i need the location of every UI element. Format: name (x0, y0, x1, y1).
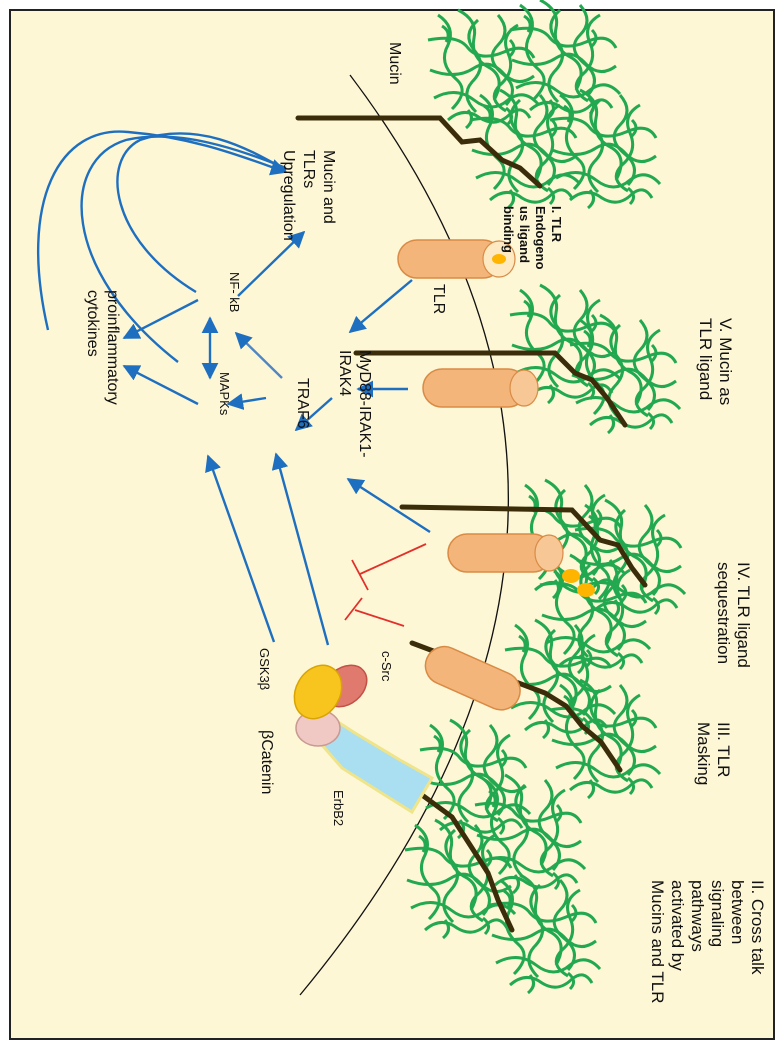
tlr-receptor-2 (422, 368, 539, 408)
gsk3b-label: GSK3β (257, 648, 272, 690)
arrow-cytokines-feedback (36, 130, 288, 331)
svg-text:TLRs: TLRs (300, 150, 317, 188)
activation-arrows (36, 130, 431, 646)
svg-text:IRAK4: IRAK4 (336, 350, 353, 396)
svg-text:II. Cross talk: II. Cross talk (748, 880, 767, 975)
gsk3b-catenin-complex (293, 664, 368, 747)
svg-text:Masking: Masking (694, 722, 713, 785)
mechanism-3-label: III. TLR Masking (694, 722, 733, 785)
arrow-nfkb-to-upregulation (237, 230, 306, 297)
arrow-nfkb-feedback (116, 132, 287, 294)
svg-text:binding: binding (501, 206, 516, 253)
gsk3b-node (293, 664, 343, 720)
mucin-backbone-3 (399, 504, 648, 588)
myd88-label: MyD88-IRAK1- IRAK4 (336, 350, 373, 458)
inhibition-arrows (344, 543, 427, 627)
arrow-mapks-feedback (80, 135, 287, 363)
svg-text:signaling: signaling (708, 880, 727, 947)
bcatenin-label: βCatenin (258, 730, 275, 794)
tlr-receptor-3 (447, 533, 564, 573)
svg-text:V. Mucin as: V. Mucin as (716, 318, 735, 405)
arrow-traf6-to-mapks (226, 393, 267, 410)
upregulation-label: Mucin and TLRs Upregulation (280, 150, 337, 241)
svg-text:between: between (728, 880, 747, 944)
tlr-receptor-4 (424, 645, 521, 711)
traf6-label: TRAF6 (294, 378, 311, 429)
svg-text:us ligand: us ligand (517, 206, 532, 263)
mucin-backbone-1 (295, 115, 543, 189)
nfkb-label: NF- kB (227, 272, 242, 312)
svg-text:Endogeno: Endogeno (533, 206, 548, 270)
endogenous-ligand (492, 254, 506, 264)
csrc-label: c-Src (379, 651, 394, 682)
arrow-nfkb-to-cytokines (122, 298, 199, 340)
mucin-backbones (295, 115, 648, 933)
arrow-tlr3-to-myd88 (346, 477, 431, 534)
svg-text:III. TLR: III. TLR (714, 722, 733, 777)
mucin-backbone-4 (409, 640, 623, 773)
inhibit-sequestration (359, 543, 427, 575)
erbb2-receptor (320, 719, 435, 815)
arrow-traf6-to-nfkb (234, 331, 283, 379)
mechanism-4-label: IV. TLR ligand sequestration (714, 562, 753, 668)
cell-membrane (299, 74, 509, 996)
tlr-label: TLR (430, 284, 447, 314)
cytokines-label: proinflammatory cytokines (84, 290, 121, 405)
inhibit-csrc (354, 609, 405, 627)
svg-text:cytokines: cytokines (84, 290, 101, 357)
sequestered-ligands (562, 569, 595, 597)
mucin-backbone-2 (353, 350, 628, 428)
svg-text:Upregulation: Upregulation (280, 150, 297, 241)
mapks-label: MAPKs (217, 372, 232, 416)
svg-text:I. TLR: I. TLR (549, 206, 564, 243)
mechanism-1-label: I. TLR Endogeno us ligand binding (501, 206, 564, 270)
svg-text:TLR ligand: TLR ligand (696, 318, 715, 400)
svg-text:pathways: pathways (688, 880, 707, 952)
mechanism-2-label: II. Cross talk between signaling pathway… (648, 880, 767, 1003)
svg-text:Mucin and: Mucin and (320, 150, 337, 224)
erbb2-label: ErbB2 (331, 790, 346, 826)
tlr-receptor-1 (397, 239, 516, 279)
arrow-myd88-to-traf6 (294, 397, 333, 432)
mucin-label: Mucin (386, 42, 403, 85)
arrow-tlr-to-myd88 (348, 279, 413, 334)
svg-text:proinflammatory: proinflammatory (104, 290, 121, 405)
svg-text:IV. TLR ligand: IV. TLR ligand (734, 562, 753, 668)
svg-text:Mucins and TLR: Mucins and TLR (648, 880, 667, 1003)
arrow-gsk3b-to-mapks (205, 454, 276, 643)
svg-text:MyD88-IRAK1-: MyD88-IRAK1- (356, 350, 373, 458)
arrow-catenin-to-traf6 (271, 452, 330, 646)
svg-text:sequestration: sequestration (714, 562, 733, 664)
svg-text:activated by: activated by (668, 880, 687, 971)
arrow-mapks-to-cytokines (122, 364, 199, 406)
mechanism-5-label: V. Mucin as TLR ligand (696, 318, 735, 405)
